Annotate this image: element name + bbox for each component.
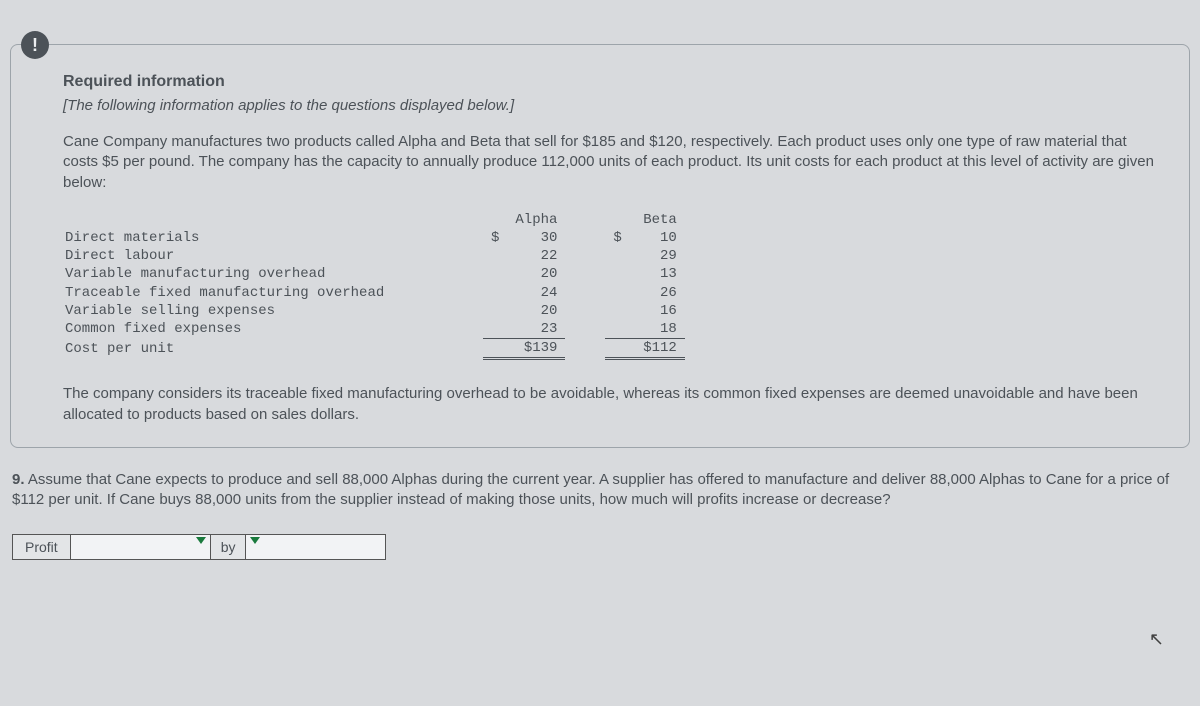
cell-beta: 29 <box>630 247 685 265</box>
required-title: Required information <box>63 73 1159 91</box>
subtitle: [The following information applies to th… <box>63 97 1159 114</box>
cell-sym <box>605 320 629 339</box>
cell-alpha: 24 <box>507 284 565 302</box>
dropdown-marker-icon <box>196 537 206 544</box>
table-row: Direct materials$30$10 <box>63 229 685 247</box>
cell-sym <box>483 247 507 265</box>
cell-alpha: 22 <box>507 247 565 265</box>
cell-beta: 10 <box>630 229 685 247</box>
cell-sym <box>483 265 507 283</box>
cell-sym: $ <box>483 229 507 247</box>
table-row: Variable selling expenses 20 16 <box>63 302 685 320</box>
question-9: 9. Assume that Cane expects to produce a… <box>12 470 1180 511</box>
table-row: Common fixed expenses 23 18 <box>63 320 685 339</box>
required-info-box: ! Required information [The following in… <box>10 44 1190 448</box>
cell-beta: 16 <box>630 302 685 320</box>
col-header-beta: Beta <box>630 211 685 229</box>
cell-sym <box>483 284 507 302</box>
answer-label-profit: Profit <box>12 534 71 560</box>
cell-alpha: 20 <box>507 265 565 283</box>
cell-sym <box>483 302 507 320</box>
row-label: Direct labour <box>63 247 483 265</box>
question-text: Assume that Cane expects to produce and … <box>12 471 1169 508</box>
profit-amount-input[interactable] <box>246 534 386 560</box>
table-total-row: Cost per unit $139 $112 <box>63 339 685 359</box>
cell-sym <box>605 339 629 359</box>
cell-alpha: $139 <box>507 339 565 359</box>
cell-beta: 18 <box>630 320 685 339</box>
row-label: Cost per unit <box>63 339 483 359</box>
row-label: Variable manufacturing overhead <box>63 265 483 283</box>
cell-beta: 13 <box>630 265 685 283</box>
cell-sym <box>605 284 629 302</box>
narrative-footer: The company considers its traceable fixe… <box>63 384 1159 425</box>
cost-table: Alpha Beta Direct materials$30$10Direct … <box>63 211 685 361</box>
table-row: Variable manufacturing overhead 20 13 <box>63 265 685 283</box>
question-number: 9. <box>12 471 25 488</box>
cursor-icon: ↖ <box>1149 629 1164 650</box>
answer-label-by: by <box>211 534 247 560</box>
row-label: Common fixed expenses <box>63 320 483 339</box>
cell-sym <box>605 302 629 320</box>
row-label: Variable selling expenses <box>63 302 483 320</box>
cell-beta: $112 <box>630 339 685 359</box>
cell-sym: $ <box>605 229 629 247</box>
table-row: Direct labour 22 29 <box>63 247 685 265</box>
cell-sym <box>483 320 507 339</box>
profit-direction-dropdown[interactable] <box>71 534 211 560</box>
col-header-alpha: Alpha <box>507 211 565 229</box>
cell-sym <box>605 265 629 283</box>
alert-badge: ! <box>21 31 49 59</box>
input-marker-icon <box>250 537 260 544</box>
cell-alpha: 20 <box>507 302 565 320</box>
cell-beta: 26 <box>630 284 685 302</box>
row-label: Traceable fixed manufacturing overhead <box>63 284 483 302</box>
table-row: Traceable fixed manufacturing overhead 24… <box>63 284 685 302</box>
answer-row: Profit by <box>12 534 1190 560</box>
cell-alpha: 23 <box>507 320 565 339</box>
cell-alpha: 30 <box>507 229 565 247</box>
narrative-intro: Cane Company manufactures two products c… <box>63 132 1159 193</box>
row-label: Direct materials <box>63 229 483 247</box>
cell-sym <box>605 247 629 265</box>
cell-sym <box>483 339 507 359</box>
